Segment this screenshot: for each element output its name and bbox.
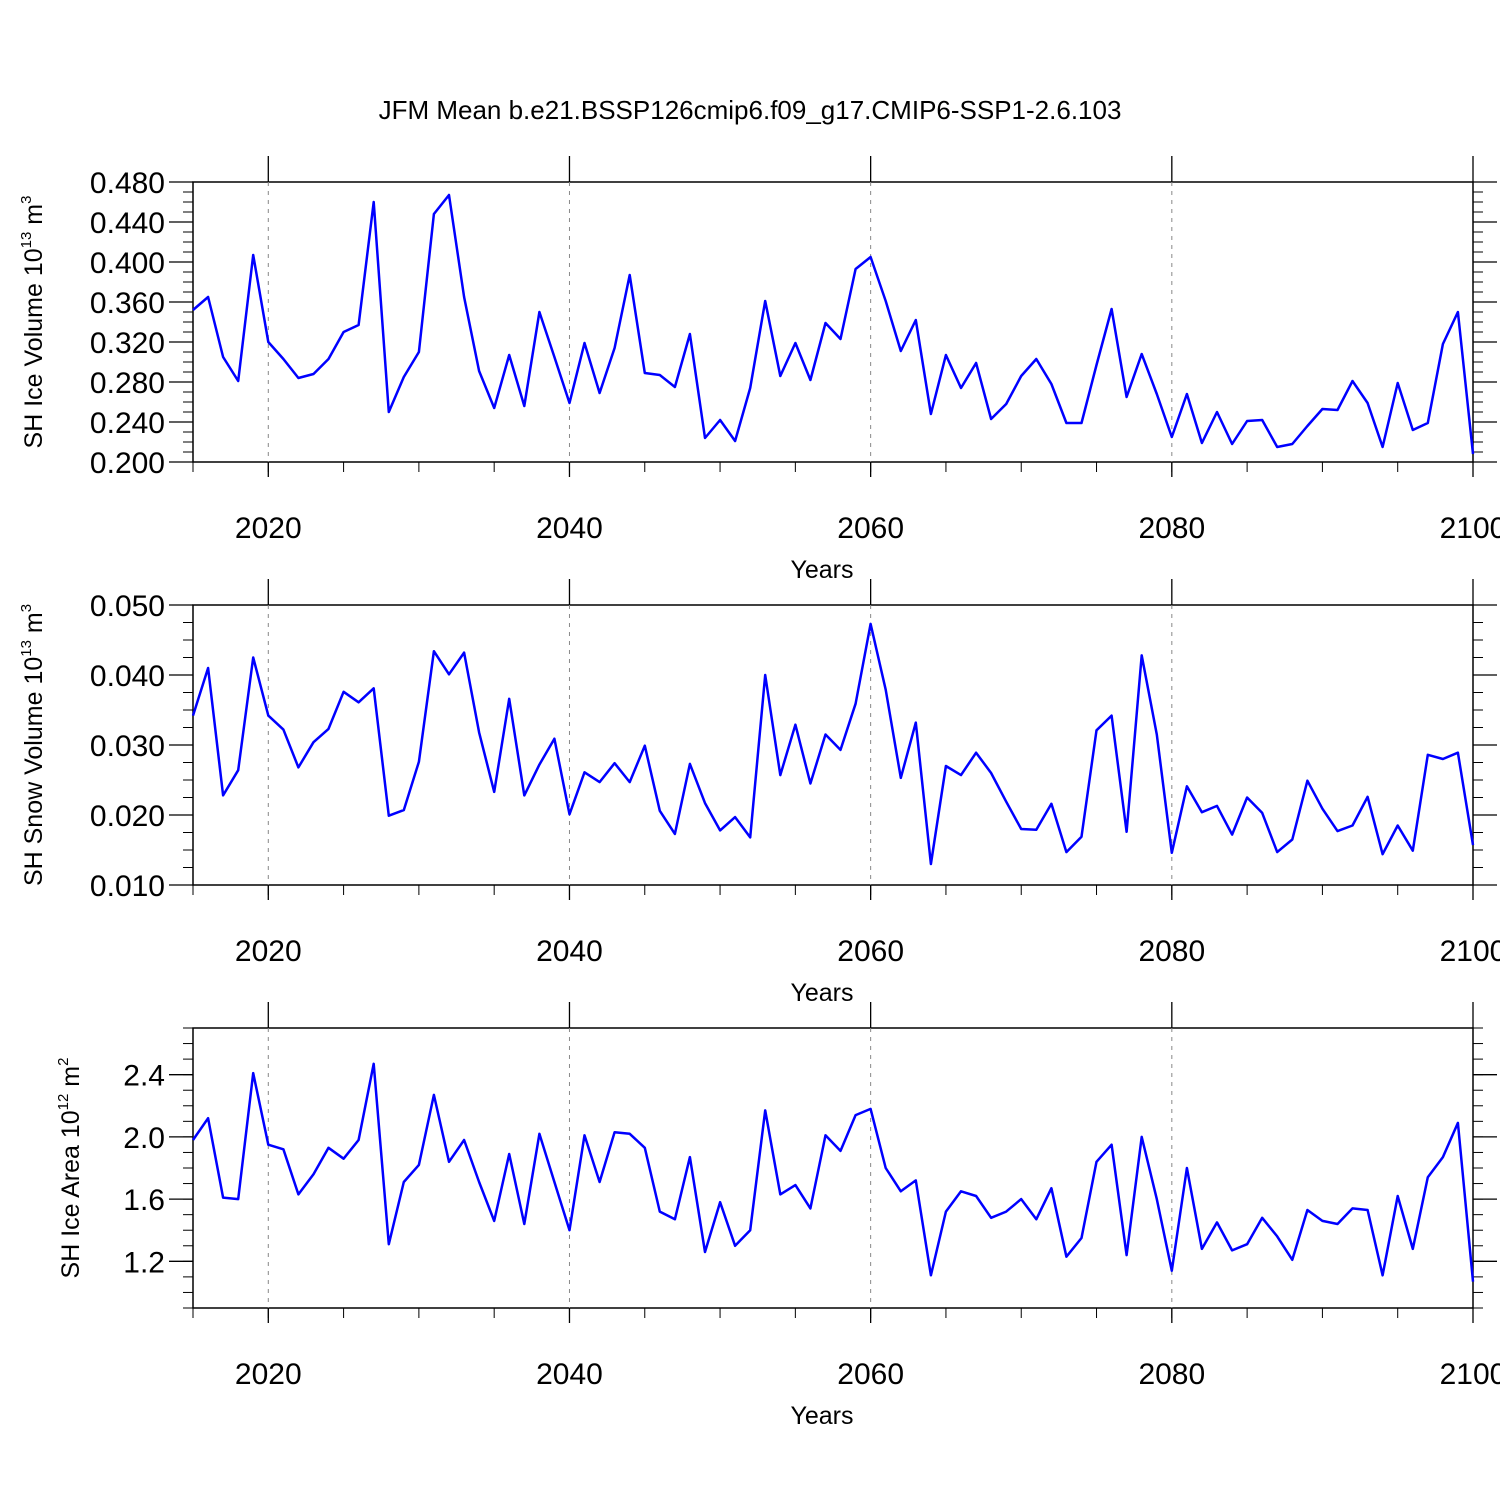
- x-tick-label: 2020: [235, 935, 302, 968]
- y-tick-label: 0.030: [90, 730, 165, 763]
- x-axis-label: Years: [790, 556, 853, 584]
- x-tick-label: 2020: [235, 512, 302, 545]
- x-tick-label: 2100: [1440, 935, 1500, 968]
- x-tick-label: 2060: [837, 512, 904, 545]
- y-tick-label: 0.020: [90, 800, 165, 833]
- x-tick-label: 2080: [1138, 512, 1205, 545]
- y-tick-label: 1.6: [123, 1184, 165, 1217]
- plot-frame: [192, 1027, 1474, 1309]
- y-axis-label: SH Ice Volume 1013 m3: [18, 196, 48, 449]
- y-tick-label: 1.2: [123, 1246, 165, 1279]
- x-tick-label: 2060: [837, 1358, 904, 1391]
- panel-ice-area: 2020 2040 2060 2080 2100 1.2 1.6 2.0 2.4 Years S…: [55, 1002, 1500, 1430]
- x-tick-label: 2040: [536, 512, 603, 545]
- y-tick-label: 0.400: [90, 247, 165, 280]
- y-axis-label: SH Snow Volume 1013 m3: [18, 604, 48, 886]
- y-tick-label: 0.240: [90, 407, 165, 440]
- x-tick-label: 2080: [1138, 935, 1205, 968]
- x-axis-label: Years: [790, 979, 853, 1007]
- y-tick-label: 0.010: [90, 870, 165, 903]
- x-tick-label: 2100: [1440, 512, 1500, 545]
- y-tick-label: 0.200: [90, 447, 165, 480]
- x-tick-label: 2040: [536, 935, 603, 968]
- y-tick-label: 0.050: [90, 590, 165, 623]
- plot-frame: [192, 181, 1474, 463]
- x-axis-label: Years: [790, 1402, 853, 1430]
- x-tick-label: 2040: [536, 1358, 603, 1391]
- panel-ice-volume: 2020 2040 2060 2080 2100 0.200 0.240 0.280 0.320…: [18, 156, 1500, 584]
- series-line: [191, 1062, 1475, 1282]
- y-tick-label: 0.360: [90, 287, 165, 320]
- x-tick-label: 2060: [837, 935, 904, 968]
- y-tick-label: 0.280: [90, 367, 165, 400]
- y-tick-label: 2.4: [123, 1060, 165, 1093]
- panel-snow-volume: 2020 2040 2060 2080 2100 0.010 0.020 0.030 0.040…: [18, 579, 1500, 1007]
- y-tick-label: 0.040: [90, 660, 165, 693]
- series-line: [192, 193, 1475, 455]
- y-tick-label: 0.440: [90, 207, 165, 240]
- series-line: [191, 622, 1475, 866]
- y-tick-label: 0.480: [90, 167, 165, 200]
- x-tick-label: 2080: [1138, 1358, 1205, 1391]
- y-axis-label: SH Ice Area 1012 m2: [55, 1058, 85, 1279]
- y-tick-label: 2.0: [123, 1122, 165, 1155]
- x-tick-label: 2020: [235, 1358, 302, 1391]
- x-tick-label: 2100: [1440, 1358, 1500, 1391]
- y-tick-label: 0.320: [90, 327, 165, 360]
- plot-frame: [192, 604, 1474, 886]
- figure-title: JFM Mean b.e21.BSSP126cmip6.f09_g17.CMIP…: [379, 95, 1122, 125]
